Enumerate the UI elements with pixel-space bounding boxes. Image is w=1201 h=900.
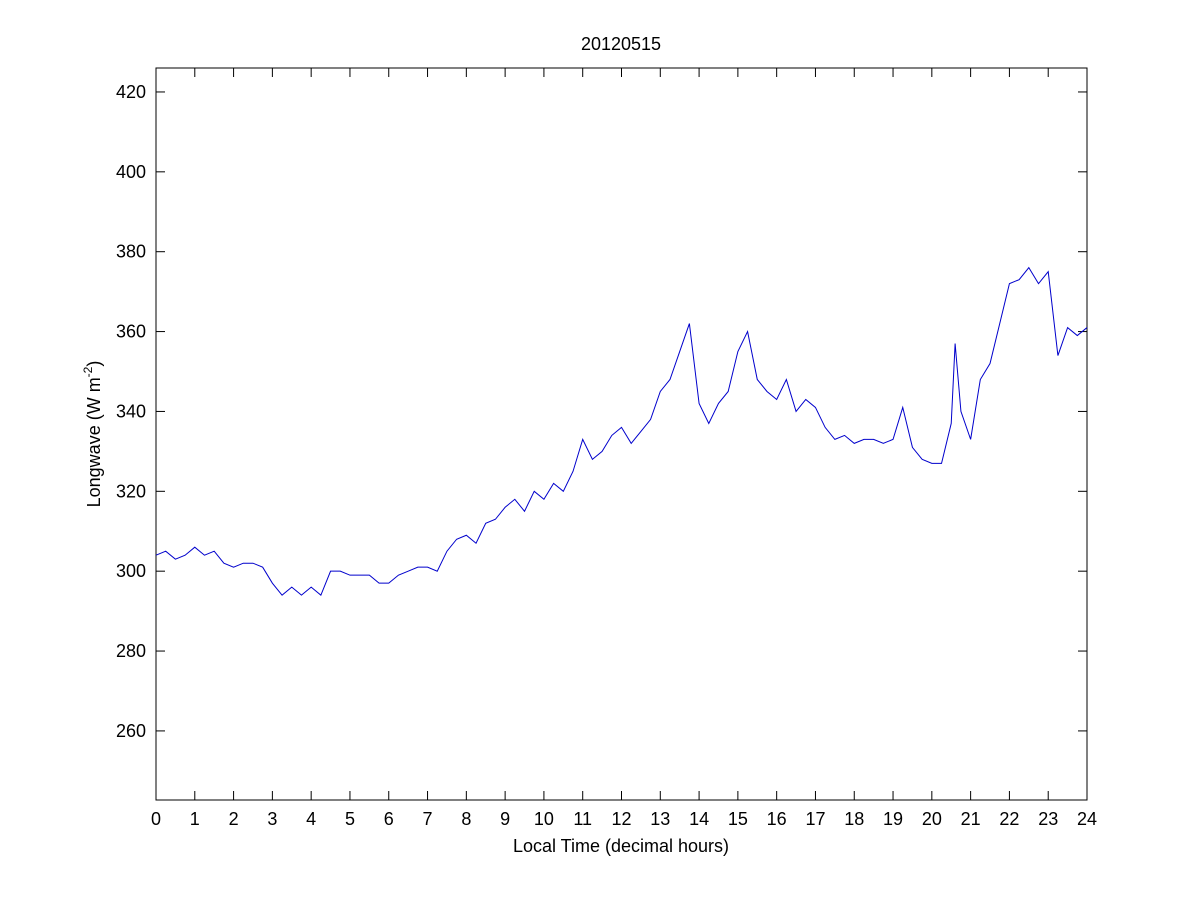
x-tick-label: 20 — [922, 809, 942, 829]
x-tick-label: 3 — [267, 809, 277, 829]
plot-frame — [155, 67, 1088, 801]
y-label-close: ) — [84, 361, 104, 367]
y-tick-label: 420 — [116, 82, 146, 102]
x-tick-label: 5 — [345, 809, 355, 829]
x-tick-label: 15 — [728, 809, 748, 829]
y-tick-label: 260 — [116, 721, 146, 741]
data-line — [155, 266, 1088, 596]
x-tick-label: 16 — [767, 809, 787, 829]
x-tick-label: 7 — [423, 809, 433, 829]
x-tick-label: 2 — [229, 809, 239, 829]
x-tick-label: 24 — [1077, 809, 1097, 829]
x-tick-label: 0 — [151, 809, 161, 829]
y-label-main: Longwave (W m — [84, 377, 104, 507]
x-tick-label: 8 — [461, 809, 471, 829]
x-tick-label: 1 — [190, 809, 200, 829]
x-tick-label: 14 — [689, 809, 709, 829]
y-tick-label: 280 — [116, 641, 146, 661]
x-tick-label: 12 — [611, 809, 631, 829]
x-tick-label: 9 — [500, 809, 510, 829]
x-tick-label: 11 — [573, 809, 592, 829]
x-tick-label: 18 — [844, 809, 864, 829]
y-tick-label: 380 — [116, 242, 146, 262]
y-tick-label: 300 — [116, 561, 146, 581]
x-tick-label: 19 — [883, 809, 903, 829]
x-tick-label: 17 — [805, 809, 825, 829]
x-tick-label: 23 — [1038, 809, 1058, 829]
y-axis-label: Longwave (W m-2) — [81, 361, 104, 508]
x-tick-label: 10 — [534, 809, 554, 829]
y-tick-label: 360 — [116, 322, 146, 342]
x-tick-label: 13 — [650, 809, 670, 829]
x-axis-label: Local Time (decimal hours) — [513, 836, 729, 856]
y-label-sup: -2 — [81, 366, 95, 377]
x-tick-label: 6 — [384, 809, 394, 829]
x-tick-label: 22 — [999, 809, 1019, 829]
x-tick-label: 21 — [961, 809, 981, 829]
y-tick-label: 320 — [116, 481, 146, 501]
x-tick-label: 4 — [306, 809, 316, 829]
y-tick-label: 340 — [116, 401, 146, 421]
y-tick-label: 400 — [116, 162, 146, 182]
chart-title: 20120515 — [581, 34, 661, 54]
